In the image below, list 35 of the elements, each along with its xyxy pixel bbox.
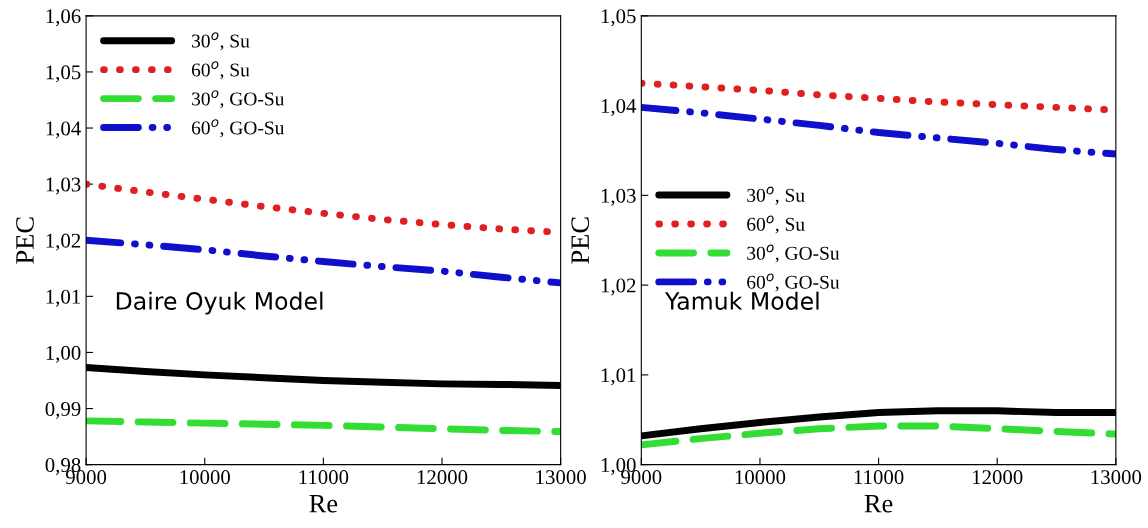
legend-label: 60$^{o}$, Su (747, 215, 805, 234)
y-tick-label: 1,01 (46, 289, 80, 307)
x-tick-label: 10000 (735, 470, 786, 485)
x-tick-label: 13000 (1091, 470, 1142, 485)
annotation: Yamuk Model (664, 291, 819, 310)
x-axis-title: Re (864, 494, 893, 513)
y-tick-label: 1,04 (46, 121, 81, 139)
x-tick-label: 11000 (299, 470, 349, 485)
x-axis-title: Re (309, 494, 338, 513)
y-tick-label: 1,00 (46, 345, 81, 363)
legend-label: 30$^{o}$, GO-Su (192, 90, 285, 109)
annotation: Daire Oyuk Model (116, 291, 323, 315)
x-tick-label: 12000 (417, 470, 468, 485)
legend-label: 30$^{o}$, Su (192, 32, 250, 51)
y-tick-label: 1,03 (601, 188, 636, 206)
y-tick-label: 1,05 (601, 9, 636, 27)
y-tick-label: 1,01 (601, 368, 636, 386)
y-tick-label: 0,99 (45, 401, 81, 419)
y-tick-label: 1,05 (46, 65, 81, 83)
y-axis-title: PEC (16, 217, 34, 264)
y-tick-label: 1,02 (601, 278, 636, 296)
y-tick-label: 1,06 (46, 9, 81, 27)
legend-label: 30$^{o}$, GO-Su (747, 244, 840, 263)
legend-label: 60$^{o}$, GO-Su (191, 119, 285, 138)
x-tick-label: 11000 (854, 470, 904, 485)
x-tick-label: 10000 (180, 470, 230, 485)
x-tick-label: 13000 (536, 470, 586, 485)
legend-label: 60$^{o}$, Su (191, 61, 250, 80)
y-axis-title: PEC (571, 217, 590, 264)
legend-label: 30$^{o}$, Su (747, 186, 805, 205)
y-tick-label: 1,03 (46, 177, 81, 195)
y-tick-label: 1,04 (601, 98, 637, 117)
y-tick-label: 1,02 (46, 233, 81, 251)
x-tick-label: 12000 (973, 470, 1023, 485)
legend-label: 60$^{o}$, GO-Su (747, 273, 840, 292)
